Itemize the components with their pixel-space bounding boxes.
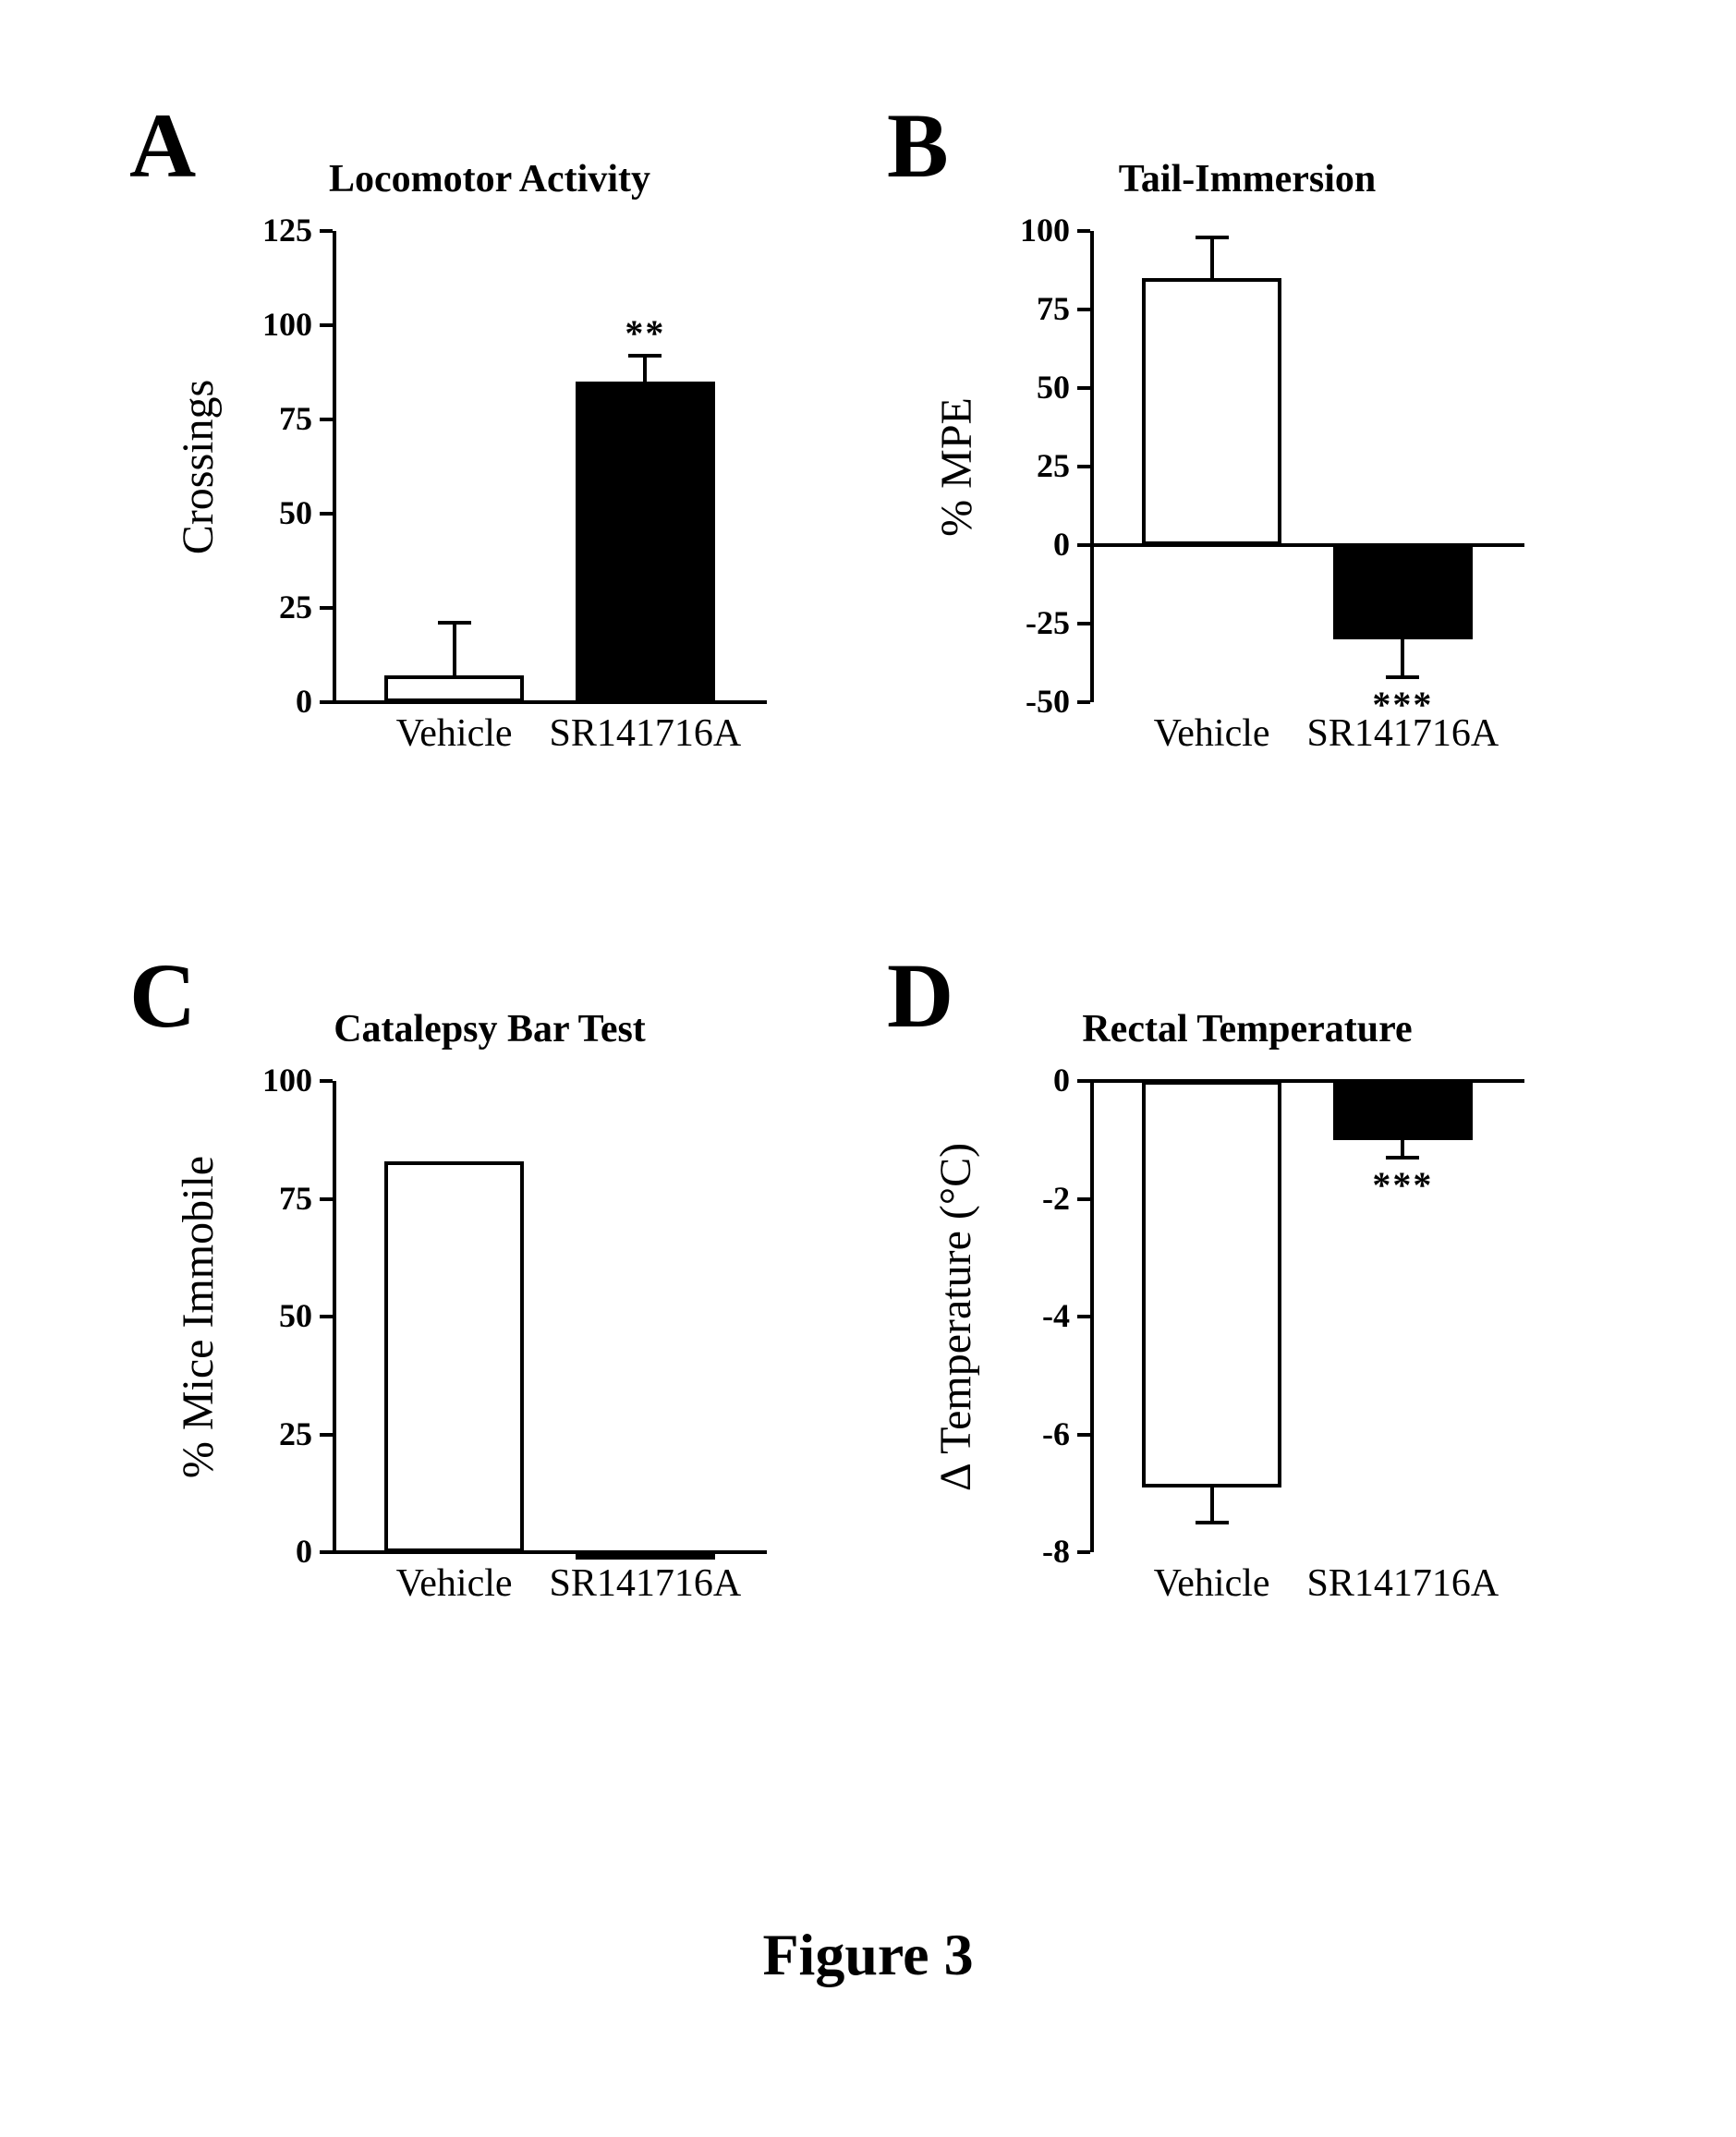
y-tick-label: 100: [248, 305, 312, 344]
y-tick-mark: [1077, 622, 1090, 625]
y-tick-label: -25: [1005, 603, 1070, 642]
error-bar-stem: [1210, 1487, 1214, 1523]
y-tick-label: 75: [1005, 289, 1070, 328]
bar-sr141716a: [576, 1552, 714, 1560]
y-axis-line: [1090, 1081, 1094, 1552]
panel-title: Catalepsy Bar Test: [166, 1007, 813, 1051]
figure-caption: Figure 3: [0, 1921, 1736, 1989]
x-tick-label: Vehicle: [396, 711, 513, 756]
panel-d: DRectal TemperatureΔ Temperature (°C)-8-…: [924, 998, 1571, 1663]
y-tick-mark: [1077, 386, 1090, 390]
y-tick-mark: [320, 606, 333, 610]
bar-sr141716a: [1333, 1081, 1472, 1140]
y-axis-label: % MPE: [924, 231, 989, 702]
y-tick-mark: [320, 1079, 333, 1083]
y-tick-label: 0: [1005, 1061, 1070, 1099]
bar-vehicle: [384, 1161, 523, 1552]
y-tick-mark: [320, 229, 333, 233]
x-tick-label: Vehicle: [1154, 1561, 1270, 1606]
y-tick-label: 125: [248, 211, 312, 249]
y-tick-label: 50: [248, 1296, 312, 1335]
error-bar-cap: [1386, 675, 1419, 679]
significance-mark: **: [625, 311, 665, 355]
x-tick-label: Vehicle: [396, 1561, 513, 1606]
y-tick-mark: [320, 418, 333, 421]
y-tick-label: 100: [1005, 211, 1070, 249]
y-tick-mark: [320, 323, 333, 327]
y-tick-mark: [320, 1550, 333, 1554]
y-axis-line: [1090, 231, 1094, 702]
y-tick-label: -2: [1005, 1179, 1070, 1218]
x-tick-label: SR141716A: [550, 711, 742, 756]
figure-page: ALocomotor ActivityCrossings025507510012…: [0, 0, 1736, 2137]
y-tick-mark: [1077, 308, 1090, 311]
error-bar-stem: [453, 623, 456, 675]
y-tick-mark: [320, 1197, 333, 1201]
bar-vehicle: [1142, 1081, 1281, 1487]
y-tick-mark: [1077, 1315, 1090, 1318]
significance-mark: ***: [1372, 683, 1433, 726]
plot-area: -8-6-4-20VehicleSR141716A***: [1090, 1081, 1524, 1552]
x-tick-label: Vehicle: [1154, 711, 1270, 756]
y-tick-mark: [1077, 1550, 1090, 1554]
panel-a: ALocomotor ActivityCrossings025507510012…: [166, 148, 813, 813]
y-tick-label: -8: [1005, 1532, 1070, 1571]
x-tick-label: SR141716A: [550, 1561, 742, 1606]
y-axis-label: % Mice Immobile: [166, 1081, 231, 1552]
panel-title: Locomotor Activity: [166, 157, 813, 201]
y-tick-label: -50: [1005, 682, 1070, 721]
y-tick-label: 50: [1005, 368, 1070, 407]
plot-area: 0255075100VehicleSR141716A: [333, 1081, 767, 1552]
y-tick-mark: [320, 1433, 333, 1437]
error-bar-stem: [643, 356, 647, 382]
error-bar-cap: [1196, 1521, 1229, 1524]
bar-vehicle: [1142, 278, 1281, 545]
y-tick-label: 25: [248, 588, 312, 626]
error-bar-cap: [1196, 236, 1229, 239]
y-tick-mark: [320, 700, 333, 704]
y-tick-label: 75: [248, 399, 312, 438]
y-tick-mark: [1077, 1197, 1090, 1201]
error-bar-stem: [1401, 639, 1404, 677]
y-tick-label: 25: [248, 1415, 312, 1453]
x-tick-label: SR141716A: [1307, 1561, 1499, 1606]
y-tick-mark: [1077, 543, 1090, 547]
y-tick-mark: [320, 512, 333, 516]
error-bar-stem: [1210, 237, 1214, 278]
y-tick-label: 0: [248, 1532, 312, 1571]
y-tick-mark: [1077, 1433, 1090, 1437]
bar-sr141716a: [1333, 545, 1472, 639]
y-tick-mark: [1077, 229, 1090, 233]
significance-mark: ***: [1372, 1163, 1433, 1207]
panel-title: Tail-Immersion: [924, 157, 1571, 201]
panel-title: Rectal Temperature: [924, 1007, 1571, 1051]
panel-b: BTail-Immersion% MPE-50-250255075100Vehi…: [924, 148, 1571, 813]
y-tick-label: 100: [248, 1061, 312, 1099]
plot-area: 0255075100125VehicleSR141716A**: [333, 231, 767, 702]
y-tick-label: -6: [1005, 1415, 1070, 1453]
plot-area: -50-250255075100VehicleSR141716A***: [1090, 231, 1524, 702]
panel-c: CCatalepsy Bar Test% Mice Immobile025507…: [166, 998, 813, 1663]
y-axis-line: [333, 1081, 336, 1552]
y-tick-label: 0: [248, 682, 312, 721]
error-bar-cap: [438, 621, 471, 625]
y-axis-label: Crossings: [166, 231, 231, 702]
y-axis-label: Δ Temperature (°C): [924, 1081, 989, 1552]
y-tick-label: 75: [248, 1179, 312, 1218]
y-tick-label: -4: [1005, 1296, 1070, 1335]
y-tick-label: 25: [1005, 446, 1070, 485]
bar-sr141716a: [576, 382, 714, 702]
y-tick-label: 0: [1005, 525, 1070, 564]
y-tick-mark: [1077, 1079, 1090, 1083]
error-bar-cap: [1386, 1156, 1419, 1160]
y-tick-label: 50: [248, 493, 312, 532]
panel-grid: ALocomotor ActivityCrossings025507510012…: [166, 148, 1571, 1663]
y-tick-mark: [1077, 465, 1090, 468]
y-axis-line: [333, 231, 336, 702]
y-tick-mark: [320, 1315, 333, 1318]
bar-vehicle: [384, 675, 523, 702]
y-tick-mark: [1077, 700, 1090, 704]
